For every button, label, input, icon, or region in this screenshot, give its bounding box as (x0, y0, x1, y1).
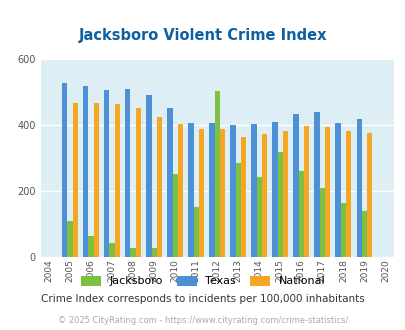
Bar (146, 95, 151, 257)
Bar (167, 108, 172, 257)
Bar (282, 131, 288, 257)
Bar (319, 188, 324, 257)
Text: Crime Index corresponds to incidents per 100,000 inhabitants: Crime Index corresponds to incidents per… (41, 294, 364, 304)
Bar (151, 248, 156, 257)
Bar (83, 86, 88, 257)
Bar (172, 174, 177, 257)
Bar (256, 177, 261, 257)
Bar (340, 203, 345, 257)
Bar (324, 127, 329, 257)
Bar (298, 171, 303, 257)
Text: Jacksboro Violent Crime Index: Jacksboro Violent Crime Index (79, 28, 326, 43)
Bar (125, 89, 130, 257)
Bar (303, 126, 309, 257)
Bar (115, 104, 119, 257)
Bar (94, 103, 99, 257)
Bar (177, 124, 183, 257)
Bar (130, 248, 135, 257)
Bar (277, 152, 282, 257)
Bar (193, 207, 198, 257)
Legend: Jacksboro, Texas, National: Jacksboro, Texas, National (76, 271, 329, 291)
Bar (135, 108, 141, 257)
Bar (214, 91, 219, 257)
Bar (293, 114, 298, 257)
Bar (67, 221, 72, 257)
Bar (109, 243, 115, 257)
Bar (72, 103, 78, 257)
Bar (345, 131, 350, 257)
Bar (230, 125, 235, 257)
Bar (188, 123, 193, 257)
Bar (335, 123, 340, 257)
Bar (261, 134, 266, 257)
Bar (314, 112, 319, 257)
Bar (88, 236, 94, 257)
Bar (361, 211, 366, 257)
Bar (240, 137, 245, 257)
Bar (209, 123, 214, 257)
Bar (272, 122, 277, 257)
Bar (356, 119, 361, 257)
Bar (198, 129, 204, 257)
Bar (366, 133, 371, 257)
Bar (104, 90, 109, 257)
Bar (235, 163, 240, 257)
Text: © 2025 CityRating.com - https://www.cityrating.com/crime-statistics/: © 2025 CityRating.com - https://www.city… (58, 316, 347, 325)
Bar (62, 82, 67, 257)
Bar (156, 117, 162, 257)
Bar (251, 124, 256, 257)
Bar (219, 129, 224, 257)
